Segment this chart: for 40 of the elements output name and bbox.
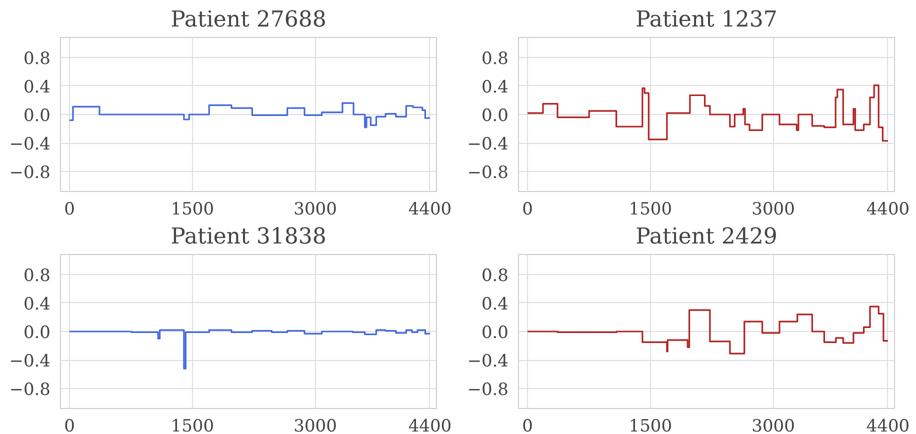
y-tick-label: −0.4 [467,134,508,155]
x-tick-label: 1500 [170,416,214,434]
x-tick-label: 3000 [294,416,337,434]
chart-title: Patient 31838 [170,224,326,250]
chart-title: Patient 2429 [636,224,778,250]
x-tick-label: 0 [522,200,533,220]
y-tick-label: 0.0 [481,323,509,343]
y-tick-label: −0.8 [467,380,508,400]
x-tick-label: 3000 [294,200,337,220]
x-tick-label: 1500 [628,200,672,220]
y-tick-label: 0.8 [23,48,51,69]
y-tick-label: −0.8 [9,163,50,184]
x-tick-label: 1500 [170,200,214,220]
x-tick-label: 0 [64,416,75,434]
x-tick-label: 4400 [866,416,910,434]
y-tick-label: 0.8 [481,266,509,286]
y-tick-label: 0.4 [481,77,509,98]
y-tick-label: 0.8 [481,48,509,69]
x-tick-label: 4400 [408,200,452,220]
chart-title: Patient 1237 [636,8,778,32]
y-tick-label: 0.4 [481,294,509,314]
x-tick-label: 1500 [628,416,672,434]
y-tick-label: 0.4 [23,294,51,314]
x-tick-label: 3000 [752,416,795,434]
y-tick-label: −0.8 [9,380,50,400]
y-tick-label: 0.4 [23,77,51,98]
x-tick-label: 0 [64,200,75,220]
y-tick-label: 0.0 [23,106,51,126]
chart-title: Patient 27688 [170,8,326,32]
y-tick-label: −0.8 [467,163,508,184]
x-tick-label: 0 [522,416,533,434]
y-tick-label: 0.8 [23,266,51,286]
y-tick-label: 0.0 [481,106,509,126]
y-tick-label: −0.4 [9,352,50,372]
y-tick-label: 0.0 [23,323,51,343]
y-tick-label: −0.4 [9,134,50,155]
x-tick-label: 3000 [752,200,795,220]
y-tick-label: −0.4 [467,352,508,372]
x-tick-label: 4400 [866,200,910,220]
x-tick-label: 4400 [408,416,452,434]
